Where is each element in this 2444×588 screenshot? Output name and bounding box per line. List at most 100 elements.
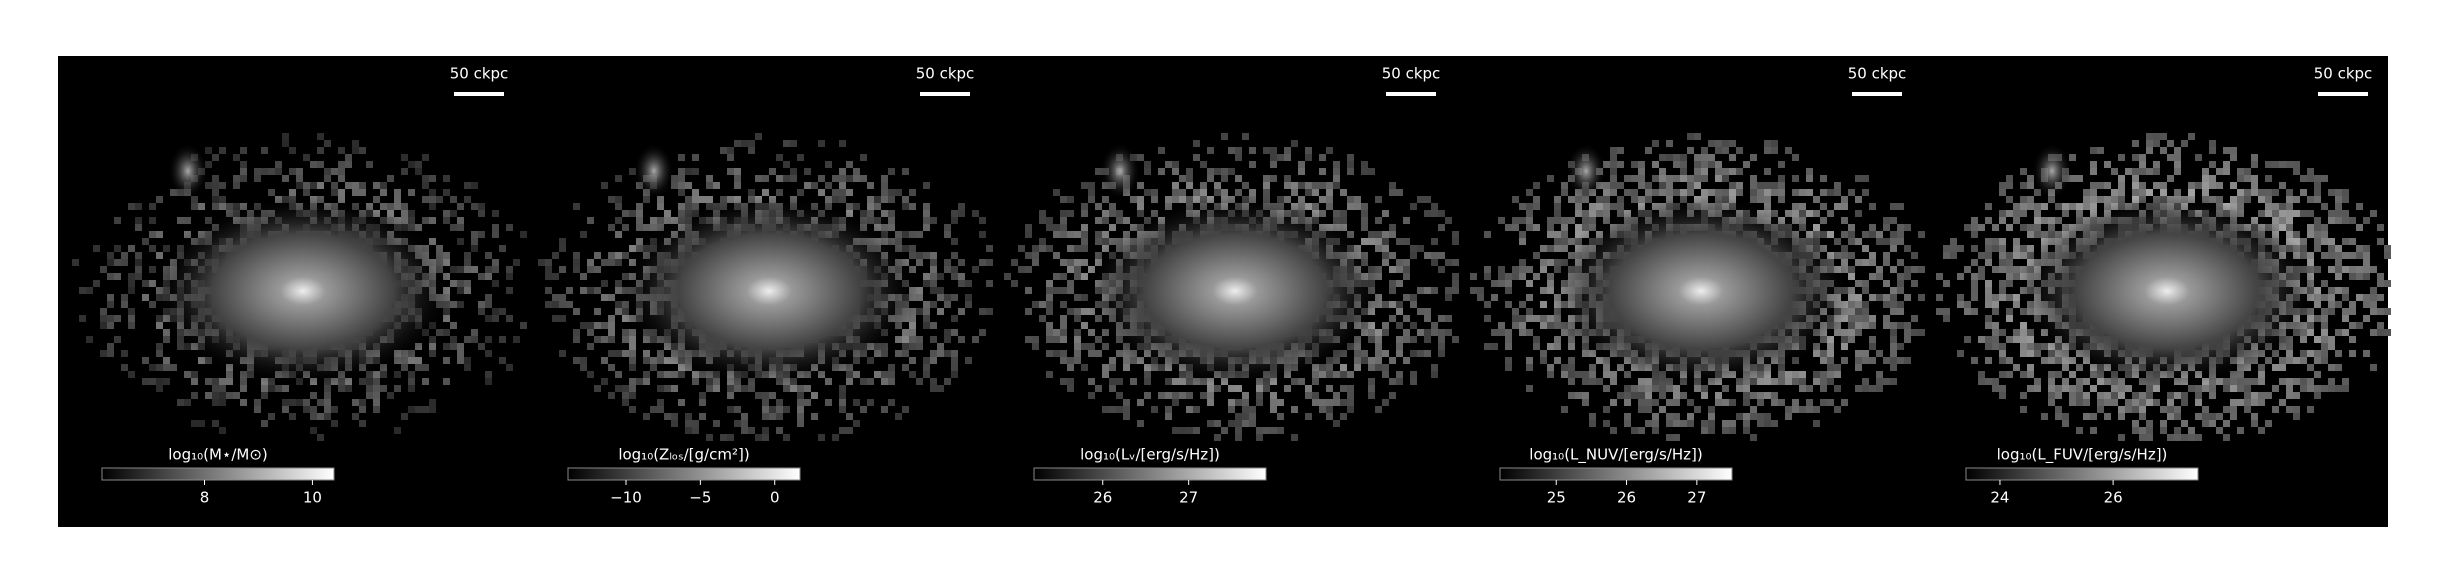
pixel [1095,203,1102,210]
pixel [944,294,951,301]
pixel [1985,238,1992,245]
pixel [825,161,832,168]
pixel [615,203,622,210]
pixel [1673,154,1680,161]
pixel [972,266,979,273]
pixel [902,406,909,413]
pixel [1491,294,1498,301]
pixel [1610,203,1617,210]
pixel [2111,399,2118,406]
pixel [1890,336,1897,343]
pixel [608,392,615,399]
pixel [1053,336,1060,343]
pixel [706,182,713,189]
pixel [107,294,114,301]
pixel [1848,336,1855,343]
pixel [1116,406,1123,413]
pixel [1694,161,1701,168]
pixel [1834,371,1841,378]
pixel [464,259,471,266]
pixel [1298,168,1305,175]
pixel [797,399,804,406]
pixel [762,399,769,406]
pixel [1999,259,2006,266]
pixel [1039,315,1046,322]
pixel [1389,280,1396,287]
pixel [1883,378,1890,385]
pixel [1841,357,1848,364]
pixel [121,350,128,357]
pixel [1277,154,1284,161]
pixel [643,413,650,420]
pixel [1179,175,1186,182]
pixel [506,364,513,371]
pixel [2006,182,2013,189]
pixel [1862,231,1869,238]
pixel [485,336,492,343]
pixel [1757,182,1764,189]
pixel [1687,175,1694,182]
pixel [1999,392,2006,399]
pixel [2013,266,2020,273]
pixel [1326,406,1333,413]
pixel [1610,175,1617,182]
pixel [2132,140,2139,147]
pixel [545,266,552,273]
pixel [734,175,741,182]
pixel [916,308,923,315]
pixel [559,294,566,301]
pixel [909,336,916,343]
pixel [706,378,713,385]
pixel [2048,399,2055,406]
pixel [1512,224,1519,231]
pixel [2055,413,2062,420]
pixel [1375,196,1382,203]
pixel [429,406,436,413]
pixel [2146,189,2153,196]
pixel [1505,357,1512,364]
pixel [443,252,450,259]
pixel [636,210,643,217]
pixel [2013,245,2020,252]
pixel [1918,329,1925,336]
pixel [156,378,163,385]
pixel [2139,392,2146,399]
pixel [1985,343,1992,350]
pixel [478,210,485,217]
pixel [1834,238,1841,245]
pixel [1862,280,1869,287]
pixel [1729,399,1736,406]
pixel [552,294,559,301]
pixel [1841,231,1848,238]
pixel [2167,434,2174,441]
pixel [1904,357,1911,364]
pixel [1375,406,1382,413]
pixel [2146,133,2153,140]
pixel [338,385,345,392]
pixel [1403,259,1410,266]
pixel [471,231,478,238]
pixel [1617,182,1624,189]
pixel [457,266,464,273]
pixel [1561,238,1568,245]
pixel [629,406,636,413]
pixel [219,427,226,434]
pixel [846,427,853,434]
pixel [2006,336,2013,343]
pixel [1687,399,1694,406]
pixel [345,161,352,168]
pixel [2020,210,2027,217]
pixel [1533,203,1540,210]
pixel [1764,182,1771,189]
pixel [951,238,958,245]
pixel [1109,203,1116,210]
pixel [1985,357,1992,364]
pixel [184,399,191,406]
pixel [1067,385,1074,392]
pixel [359,378,366,385]
pixel [1936,308,1943,315]
pixel [1312,399,1319,406]
pixel [1172,378,1179,385]
pixel [1806,210,1813,217]
pixel [1445,329,1452,336]
